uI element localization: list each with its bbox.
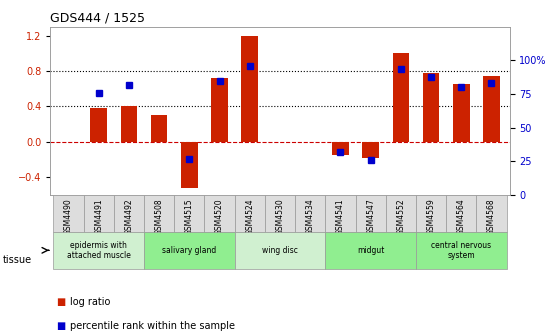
Text: GSM4508: GSM4508: [155, 199, 164, 235]
Text: epidermis with
attached muscle: epidermis with attached muscle: [67, 241, 130, 260]
FancyBboxPatch shape: [477, 195, 507, 232]
Text: log ratio: log ratio: [70, 297, 110, 307]
Bar: [90, 108, 107, 142]
Text: GSM4534: GSM4534: [306, 199, 315, 235]
FancyBboxPatch shape: [325, 232, 416, 269]
Text: GSM4515: GSM4515: [185, 199, 194, 235]
Text: wing disc: wing disc: [262, 246, 298, 255]
FancyBboxPatch shape: [83, 195, 114, 232]
Text: ■: ■: [56, 297, 66, 307]
Text: GSM4559: GSM4559: [427, 199, 436, 235]
FancyBboxPatch shape: [386, 195, 416, 232]
FancyBboxPatch shape: [144, 232, 235, 269]
Text: GDS444 / 1525: GDS444 / 1525: [50, 11, 146, 24]
FancyBboxPatch shape: [325, 195, 356, 232]
Text: GSM4524: GSM4524: [245, 199, 254, 235]
Text: GSM4520: GSM4520: [215, 199, 224, 235]
Text: GSM4541: GSM4541: [336, 199, 345, 235]
FancyBboxPatch shape: [265, 195, 295, 232]
Text: GSM4490: GSM4490: [64, 199, 73, 235]
FancyBboxPatch shape: [446, 195, 477, 232]
Text: ■: ■: [56, 321, 66, 331]
Text: GSM4491: GSM4491: [94, 199, 103, 235]
Bar: [423, 73, 440, 142]
Bar: [483, 76, 500, 142]
FancyBboxPatch shape: [356, 195, 386, 232]
Text: midgut: midgut: [357, 246, 384, 255]
FancyBboxPatch shape: [416, 195, 446, 232]
Text: GSM4568: GSM4568: [487, 199, 496, 235]
Bar: [181, 142, 198, 188]
FancyBboxPatch shape: [416, 232, 507, 269]
Text: GSM4564: GSM4564: [457, 199, 466, 235]
FancyBboxPatch shape: [204, 195, 235, 232]
Text: GSM4552: GSM4552: [396, 199, 405, 235]
Bar: [211, 78, 228, 142]
FancyBboxPatch shape: [53, 232, 144, 269]
Text: tissue: tissue: [3, 255, 32, 265]
FancyBboxPatch shape: [235, 195, 265, 232]
Text: central nervous
system: central nervous system: [431, 241, 491, 260]
FancyBboxPatch shape: [235, 232, 325, 269]
Text: GSM4530: GSM4530: [276, 199, 284, 235]
Bar: [332, 142, 349, 155]
Bar: [453, 84, 470, 142]
FancyBboxPatch shape: [114, 195, 144, 232]
Text: percentile rank within the sample: percentile rank within the sample: [70, 321, 235, 331]
Bar: [120, 107, 137, 142]
Bar: [362, 142, 379, 158]
FancyBboxPatch shape: [295, 195, 325, 232]
FancyBboxPatch shape: [144, 195, 174, 232]
Bar: [393, 53, 409, 142]
Text: GSM4547: GSM4547: [366, 199, 375, 235]
FancyBboxPatch shape: [174, 195, 204, 232]
FancyBboxPatch shape: [53, 195, 83, 232]
Bar: [241, 36, 258, 142]
Bar: [151, 115, 167, 142]
Text: salivary gland: salivary gland: [162, 246, 217, 255]
Text: GSM4492: GSM4492: [124, 199, 133, 235]
